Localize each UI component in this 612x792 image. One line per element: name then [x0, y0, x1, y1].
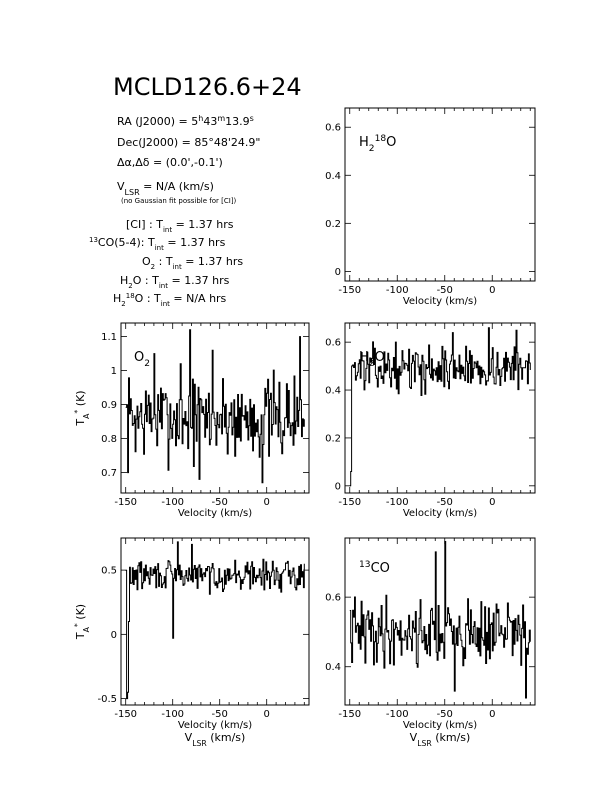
x-tick-label: -150 — [338, 285, 361, 296]
x-axis-label: Velocity (km/s) — [403, 508, 477, 519]
x-tick-label: -50 — [437, 709, 453, 720]
spectrum-line-ci — [125, 541, 305, 700]
ra-label: RA (J2000) — [117, 115, 175, 128]
y-tick-label: 0.4 — [325, 386, 341, 397]
y-tick-label: 0 — [335, 267, 341, 278]
panel-h218o: -150 -100 -50 0 0 0.2 0.4 0.6 Velocity (km/s) H21… — [325, 107, 536, 307]
dec-label: Dec(J2000) — [117, 136, 178, 149]
x-tick-label: -100 — [161, 497, 184, 508]
offset-label: Δα,Δδ — [117, 156, 150, 169]
x-tick-label: -100 — [386, 497, 409, 508]
tint-row-h2o: H2O : Tint = 1.37 hrs — [120, 274, 230, 290]
gaussian-note: (no Gaussian fit possible for [CI]) — [121, 197, 237, 205]
figure-title: MCLD126.6+24 — [113, 73, 302, 101]
panel-frame-o2 — [120, 322, 310, 494]
x-tick-label: 0 — [489, 497, 495, 508]
x-tick-label: -50 — [437, 285, 453, 296]
offset-value: (0.0',-0.1') — [166, 156, 223, 169]
species-label: H2O — [359, 350, 385, 369]
x-axis-label: Velocity (km/s) — [178, 508, 252, 519]
y-tick-label: 0.6 — [325, 593, 341, 604]
x-tick-label: -50 — [212, 497, 228, 508]
tint-row-o2: O2 : Tint = 1.37 hrs — [142, 255, 243, 271]
vlsr-value: N/A (km/s) — [156, 180, 214, 193]
panel-h2o: -150 -100 -50 0 0 0.2 0.4 0.6 Velocity (km/s) H2O — [325, 322, 536, 519]
dec-value: 85°48'24.9" — [194, 136, 260, 149]
header-info: RA (J2000) = 5h43m13.9s Dec(J2000) = 85°… — [89, 114, 260, 309]
y-tick-label: -0.5 — [97, 694, 117, 705]
y-tick-label: 0.5 — [101, 566, 117, 577]
x-tick-label: -100 — [161, 709, 184, 720]
y-tick-label: 0.2 — [325, 433, 341, 444]
x-tick-label: -100 — [386, 285, 409, 296]
spectra-panels: -150 -100 -50 0 0 0.2 0.4 0.6 Velocity (km/s) H21… — [73, 107, 536, 748]
x-tick-label: -100 — [386, 709, 409, 720]
species-label: 13CO — [359, 560, 390, 576]
vlsr-axis-label: VLSR (km/s) — [185, 731, 246, 748]
y-tick-label: 0.2 — [325, 219, 341, 230]
y-tick-label: 0.4 — [325, 171, 341, 182]
y-tick-label: 0.9 — [101, 400, 117, 411]
spectrum-line-h2o — [349, 327, 531, 487]
x-axis-label: Velocity (km/s) — [403, 720, 477, 731]
panel-frame-13co — [344, 537, 536, 706]
panel-frame-h2o — [344, 322, 536, 494]
tint-row-ci: [CI] : Tint = 1.37 hrs — [126, 218, 234, 234]
species-label: H218O — [359, 134, 396, 154]
vlsr-axis-label: VLSR (km/s) — [410, 731, 471, 748]
x-tick-label: 0 — [489, 709, 495, 720]
x-tick-label: -50 — [437, 497, 453, 508]
ra-value: 5h43m13.9s — [191, 114, 254, 129]
y-tick-label: 0 — [111, 630, 117, 641]
species-label: O2 — [134, 350, 150, 369]
tint-row-13co: 13CO(5-4): Tint = 1.37 hrs — [89, 236, 226, 252]
y-tick-label: 0 — [335, 481, 341, 492]
x-tick-label: -150 — [338, 709, 361, 720]
y-tick-label: 0.8 — [101, 434, 117, 445]
y-tick-label: 0.7 — [101, 468, 117, 479]
x-tick-label: -50 — [212, 709, 228, 720]
vlsr-row: VLSR = N/A (km/s) — [117, 180, 214, 197]
x-tick-label: -150 — [114, 497, 137, 508]
x-tick-label: 0 — [489, 285, 495, 296]
tint-row-h218o: H218O : Tint = N/A hrs — [113, 292, 227, 308]
panel-frame-ci — [120, 537, 310, 706]
ra-row: RA (J2000) = 5h43m13.9s — [117, 114, 254, 129]
spectrum-line-o2 — [125, 329, 305, 484]
x-axis-label: Velocity (km/s) — [403, 296, 477, 307]
dec-row: Dec(J2000) = 85°48'24.9" — [117, 136, 260, 149]
y-axis-label: TA* (K) — [73, 390, 91, 426]
y-tick-label: 1 — [111, 366, 117, 377]
y-axis-label-group: TA* (K) — [73, 604, 91, 640]
vlsr-label: VLSR — [117, 180, 140, 197]
y-tick-label: 0.6 — [325, 338, 341, 349]
x-tick-label: 0 — [264, 497, 270, 508]
x-tick-label: 0 — [264, 709, 270, 720]
offset-row: Δα,Δδ = (0.0',-0.1') — [117, 156, 223, 169]
y-tick-label: 0.4 — [325, 662, 341, 673]
x-tick-label: -150 — [338, 497, 361, 508]
x-axis-label: Velocity (km/s) — [178, 720, 252, 731]
panel-13co: -150 -100 -50 0 0.4 0.6 Velocity (km/s)VLSR (k… — [325, 537, 536, 748]
panel-frame-h218o — [344, 107, 536, 282]
y-tick-label: 1.1 — [101, 332, 117, 343]
y-axis-label: TA* (K) — [73, 604, 91, 640]
panel-ci: -150 -100 -50 0 -0.5 0 0.5 Velocity (km/s)VLSR … — [73, 537, 310, 748]
y-tick-label: 0.6 — [325, 123, 341, 134]
y-axis-label-group: TA* (K) — [73, 390, 91, 426]
x-tick-label: -150 — [114, 709, 137, 720]
panel-o2: -150 -100 -50 0 0.7 0.8 0.9 1 1.1 Velocity (km/s)… — [73, 322, 310, 519]
spectrum-line-13co — [349, 541, 531, 699]
